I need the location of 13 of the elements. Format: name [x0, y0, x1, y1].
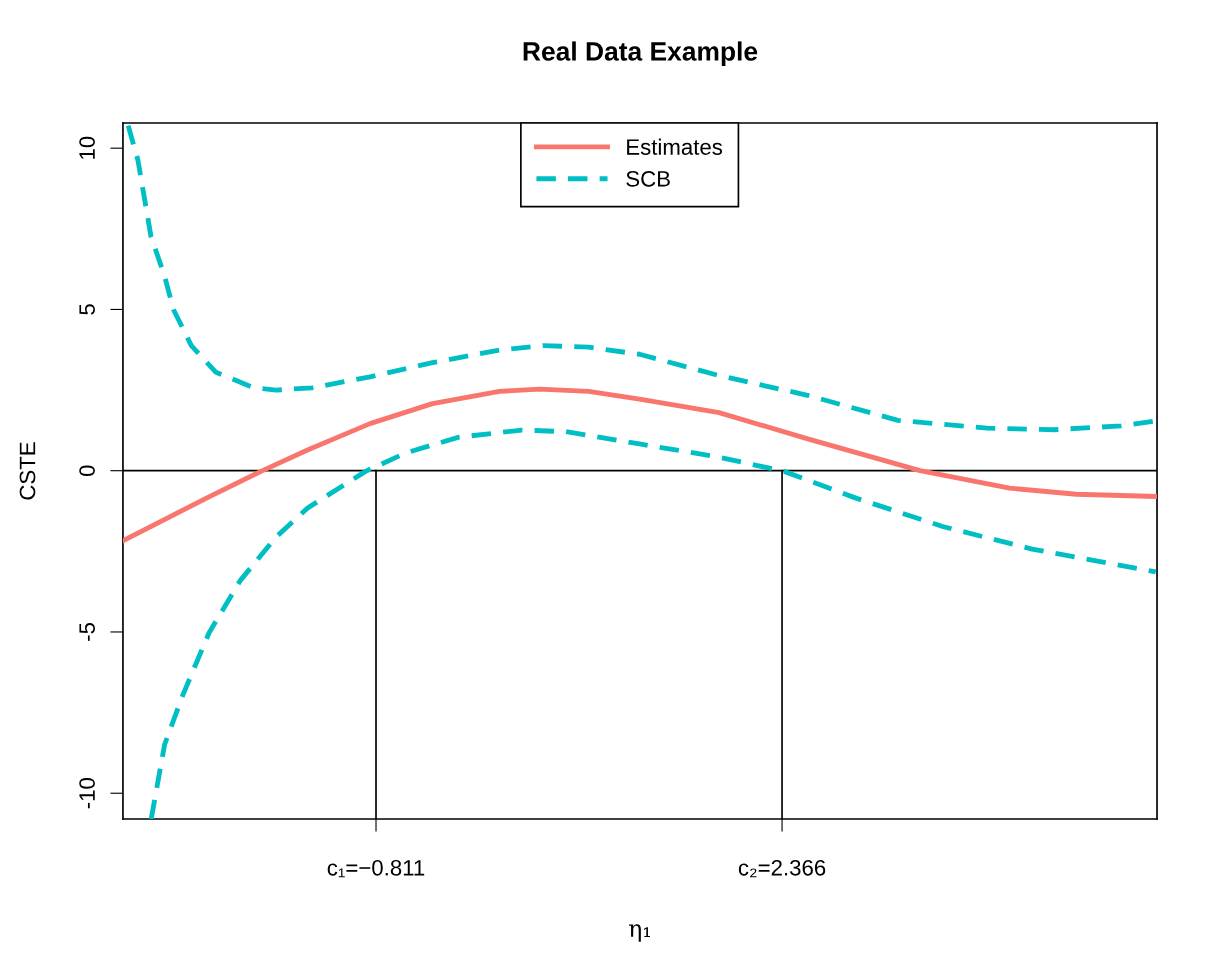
- y-axis-title: CSTE: [19, 442, 36, 500]
- y-tick-label: 0: [79, 465, 95, 477]
- line-series: [148, 427, 1158, 820]
- y-tick-label: -10: [79, 778, 95, 809]
- x-tick-label: c₂=2.366: [738, 859, 826, 878]
- y-tick-label: 10: [79, 136, 95, 159]
- y-tick-label: -5: [79, 623, 95, 641]
- legend-label: Estimates: [627, 138, 723, 155]
- x-axis-title: η₁: [629, 924, 650, 942]
- legend-label: SCB: [626, 170, 670, 187]
- y-tick-label: 5: [79, 304, 95, 315]
- chart-title: Real Data Example: [523, 41, 758, 66]
- x-tick-label: c₁=−0.811: [327, 859, 425, 878]
